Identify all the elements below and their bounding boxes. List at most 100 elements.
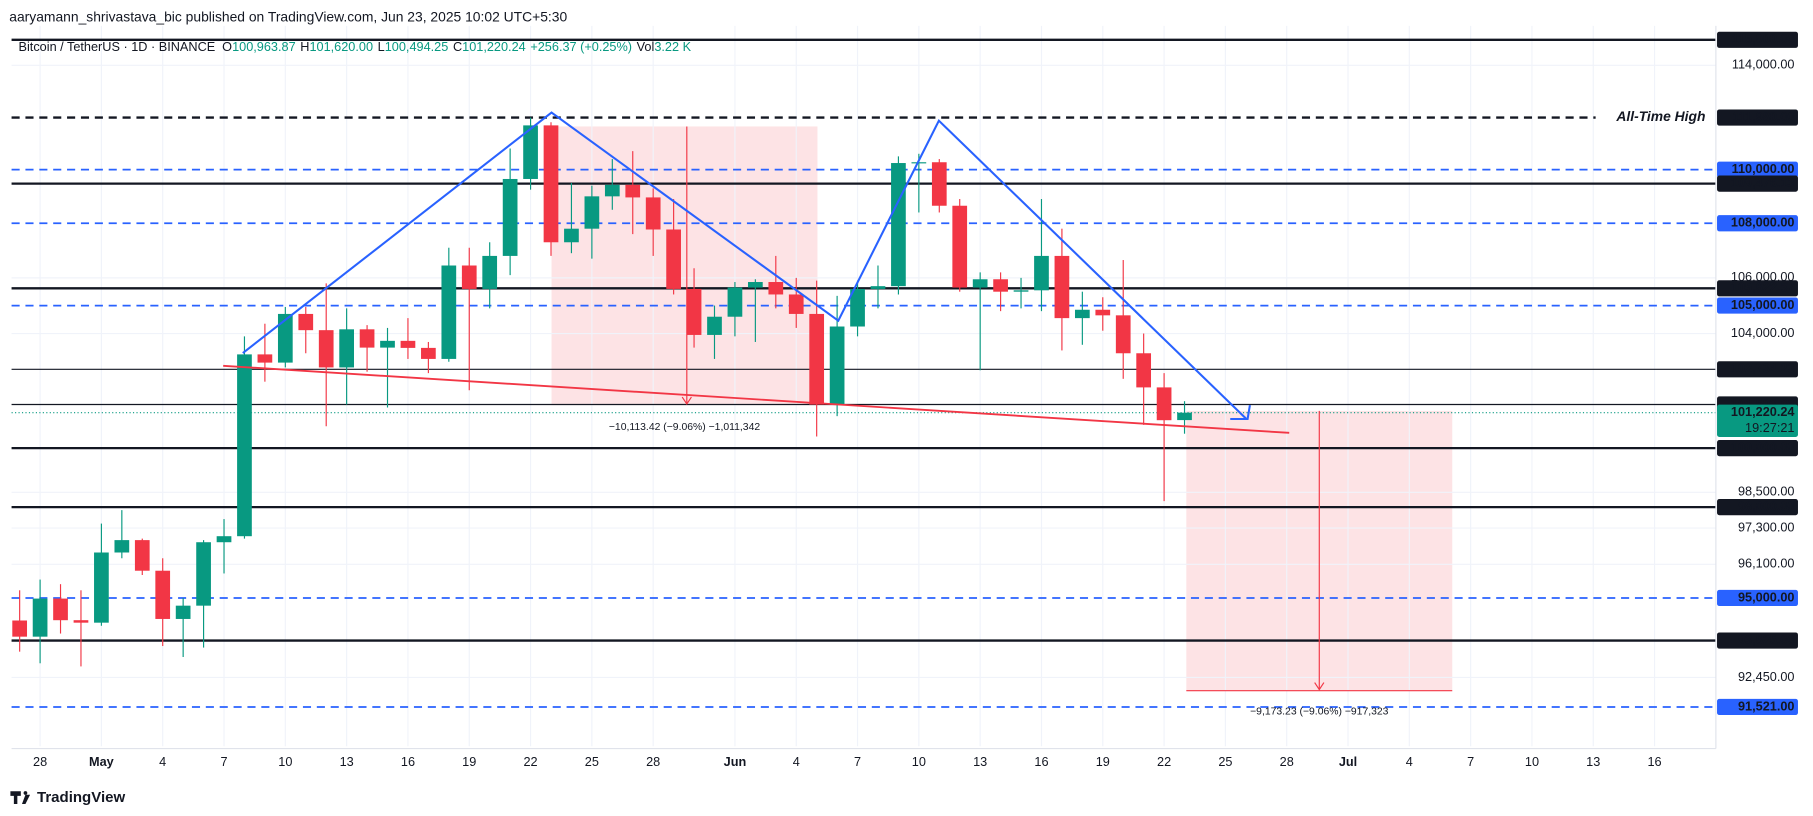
candle-body xyxy=(686,288,702,335)
x-tick-label: 16 xyxy=(1034,754,1048,769)
candle-body xyxy=(1095,309,1111,316)
level-label-box xyxy=(1717,31,1798,48)
legend-value: 100,494.25 xyxy=(385,39,449,54)
x-tick-label: 13 xyxy=(973,754,987,769)
symbol-legend: Bitcoin / TetherUS · 1D · BINANCE O100,96… xyxy=(19,39,692,54)
candle-body xyxy=(1034,255,1049,291)
level-label-box xyxy=(1717,297,1798,314)
level-label-box xyxy=(1717,440,1798,457)
candle-body xyxy=(400,340,416,348)
x-tick-label: 28 xyxy=(1280,754,1294,769)
level-label: 105,622.57 xyxy=(1731,280,1795,295)
brand: TradingView xyxy=(37,789,125,806)
measure-label: −10,113.42 (−9.06%) −1,011,342 xyxy=(609,422,760,433)
arrow-head xyxy=(1230,404,1251,421)
axes: 114,000.00106,000.00104,000.0098,500.009… xyxy=(11,25,1795,769)
measure-label: −9,173.23 (−9.06%) −917,323 xyxy=(1250,706,1389,717)
candle-body xyxy=(891,163,906,287)
candle-body xyxy=(318,330,334,368)
x-tick-label: 22 xyxy=(523,754,537,769)
x-tick-label: 19 xyxy=(462,754,476,769)
candle-body xyxy=(1136,353,1152,388)
x-tick-label: 16 xyxy=(401,754,415,769)
x-tick-label: 25 xyxy=(585,754,599,769)
x-tick-label: May xyxy=(89,754,114,769)
candle-body xyxy=(359,329,375,348)
candle-body xyxy=(237,354,252,537)
candle-body xyxy=(298,313,314,331)
level-label-box xyxy=(1717,175,1798,192)
candle-body xyxy=(748,282,763,288)
candle-body xyxy=(196,542,211,606)
candle-body xyxy=(114,540,130,553)
candle-body xyxy=(502,178,518,256)
level-label-box xyxy=(1717,361,1798,378)
x-tick-label: 7 xyxy=(220,754,227,769)
level-label-box xyxy=(1717,161,1798,178)
level-label-box xyxy=(1717,589,1798,607)
level-label: 100,000.00 xyxy=(1731,439,1795,454)
candle-body xyxy=(768,282,784,295)
legend-key: C xyxy=(453,39,462,54)
candle-body xyxy=(134,540,150,571)
symbol: Bitcoin / TetherUS · 1D · BINANCE xyxy=(19,39,216,54)
candle-body xyxy=(911,162,927,164)
pattern-line xyxy=(242,111,1248,420)
legend-key: Vol xyxy=(637,39,655,54)
candle-body xyxy=(1177,412,1192,421)
candle-body xyxy=(482,255,498,289)
countdown: 19:27:21 xyxy=(1745,420,1794,435)
candle-body xyxy=(216,536,232,543)
x-tick-label: 22 xyxy=(1157,754,1171,769)
y-tick-label: 98,500.00 xyxy=(1738,484,1795,499)
level-label: 91,521.00 xyxy=(1738,698,1795,713)
x-tick-label: 4 xyxy=(793,754,800,769)
level-label-box xyxy=(1717,280,1798,297)
candle-body xyxy=(809,313,825,405)
legend-value: 3.22 K xyxy=(654,39,691,54)
level-label-box xyxy=(1717,109,1798,126)
y-tick-label: 114,000.00 xyxy=(1732,57,1795,72)
level-label: 93,625.00 xyxy=(1738,632,1795,647)
level-label-box xyxy=(1717,499,1798,516)
level-label-box xyxy=(1717,215,1798,232)
candle-body xyxy=(155,570,171,619)
legend-change: +256.37 (+0.25%) xyxy=(530,39,632,54)
candle-body xyxy=(523,125,538,179)
level-annotation: All-Time High xyxy=(1615,108,1705,124)
candle-body xyxy=(277,313,293,363)
candle-body xyxy=(645,197,661,230)
legend-key: O xyxy=(222,39,232,54)
neckline xyxy=(223,364,1290,434)
y-tick-label: 104,000.00 xyxy=(1731,325,1795,340)
measure-box xyxy=(551,126,818,406)
candle-body xyxy=(666,229,681,289)
candle-body xyxy=(1074,309,1090,319)
x-tick-label: 10 xyxy=(1525,754,1539,769)
candle-body xyxy=(461,265,477,289)
candle-body xyxy=(993,279,1008,292)
candle-body xyxy=(564,228,579,243)
level-label: 105,000.00 xyxy=(1731,297,1795,312)
candle-body xyxy=(257,354,273,363)
legend-value: 101,220.24 xyxy=(462,39,526,54)
x-tick-label: Jun xyxy=(724,754,747,769)
published-line: aaryamann_shrivastava_bic published on T… xyxy=(9,8,567,24)
candle-body xyxy=(175,605,191,619)
level-label: 102,734.23 xyxy=(1731,361,1795,376)
x-tick-label: 16 xyxy=(1647,754,1661,769)
candle-body xyxy=(421,347,436,359)
candle-body xyxy=(12,620,28,637)
logo-icon xyxy=(10,791,31,805)
x-tick-label: 25 xyxy=(1218,754,1232,769)
legend-value: 101,620.00 xyxy=(309,39,373,54)
candle-body xyxy=(625,184,641,198)
level-label: 111,980.00 xyxy=(1732,109,1794,124)
candle-body xyxy=(1013,290,1029,292)
legend-key: H xyxy=(300,39,309,54)
last-price-label: 101,220.24 xyxy=(1731,404,1795,419)
x-tick-label: 28 xyxy=(33,754,47,769)
drawings-front: −10,113.42 (−9.06%) −1,011,342 −9,173.23… xyxy=(223,111,1453,717)
candle-body xyxy=(53,598,68,621)
